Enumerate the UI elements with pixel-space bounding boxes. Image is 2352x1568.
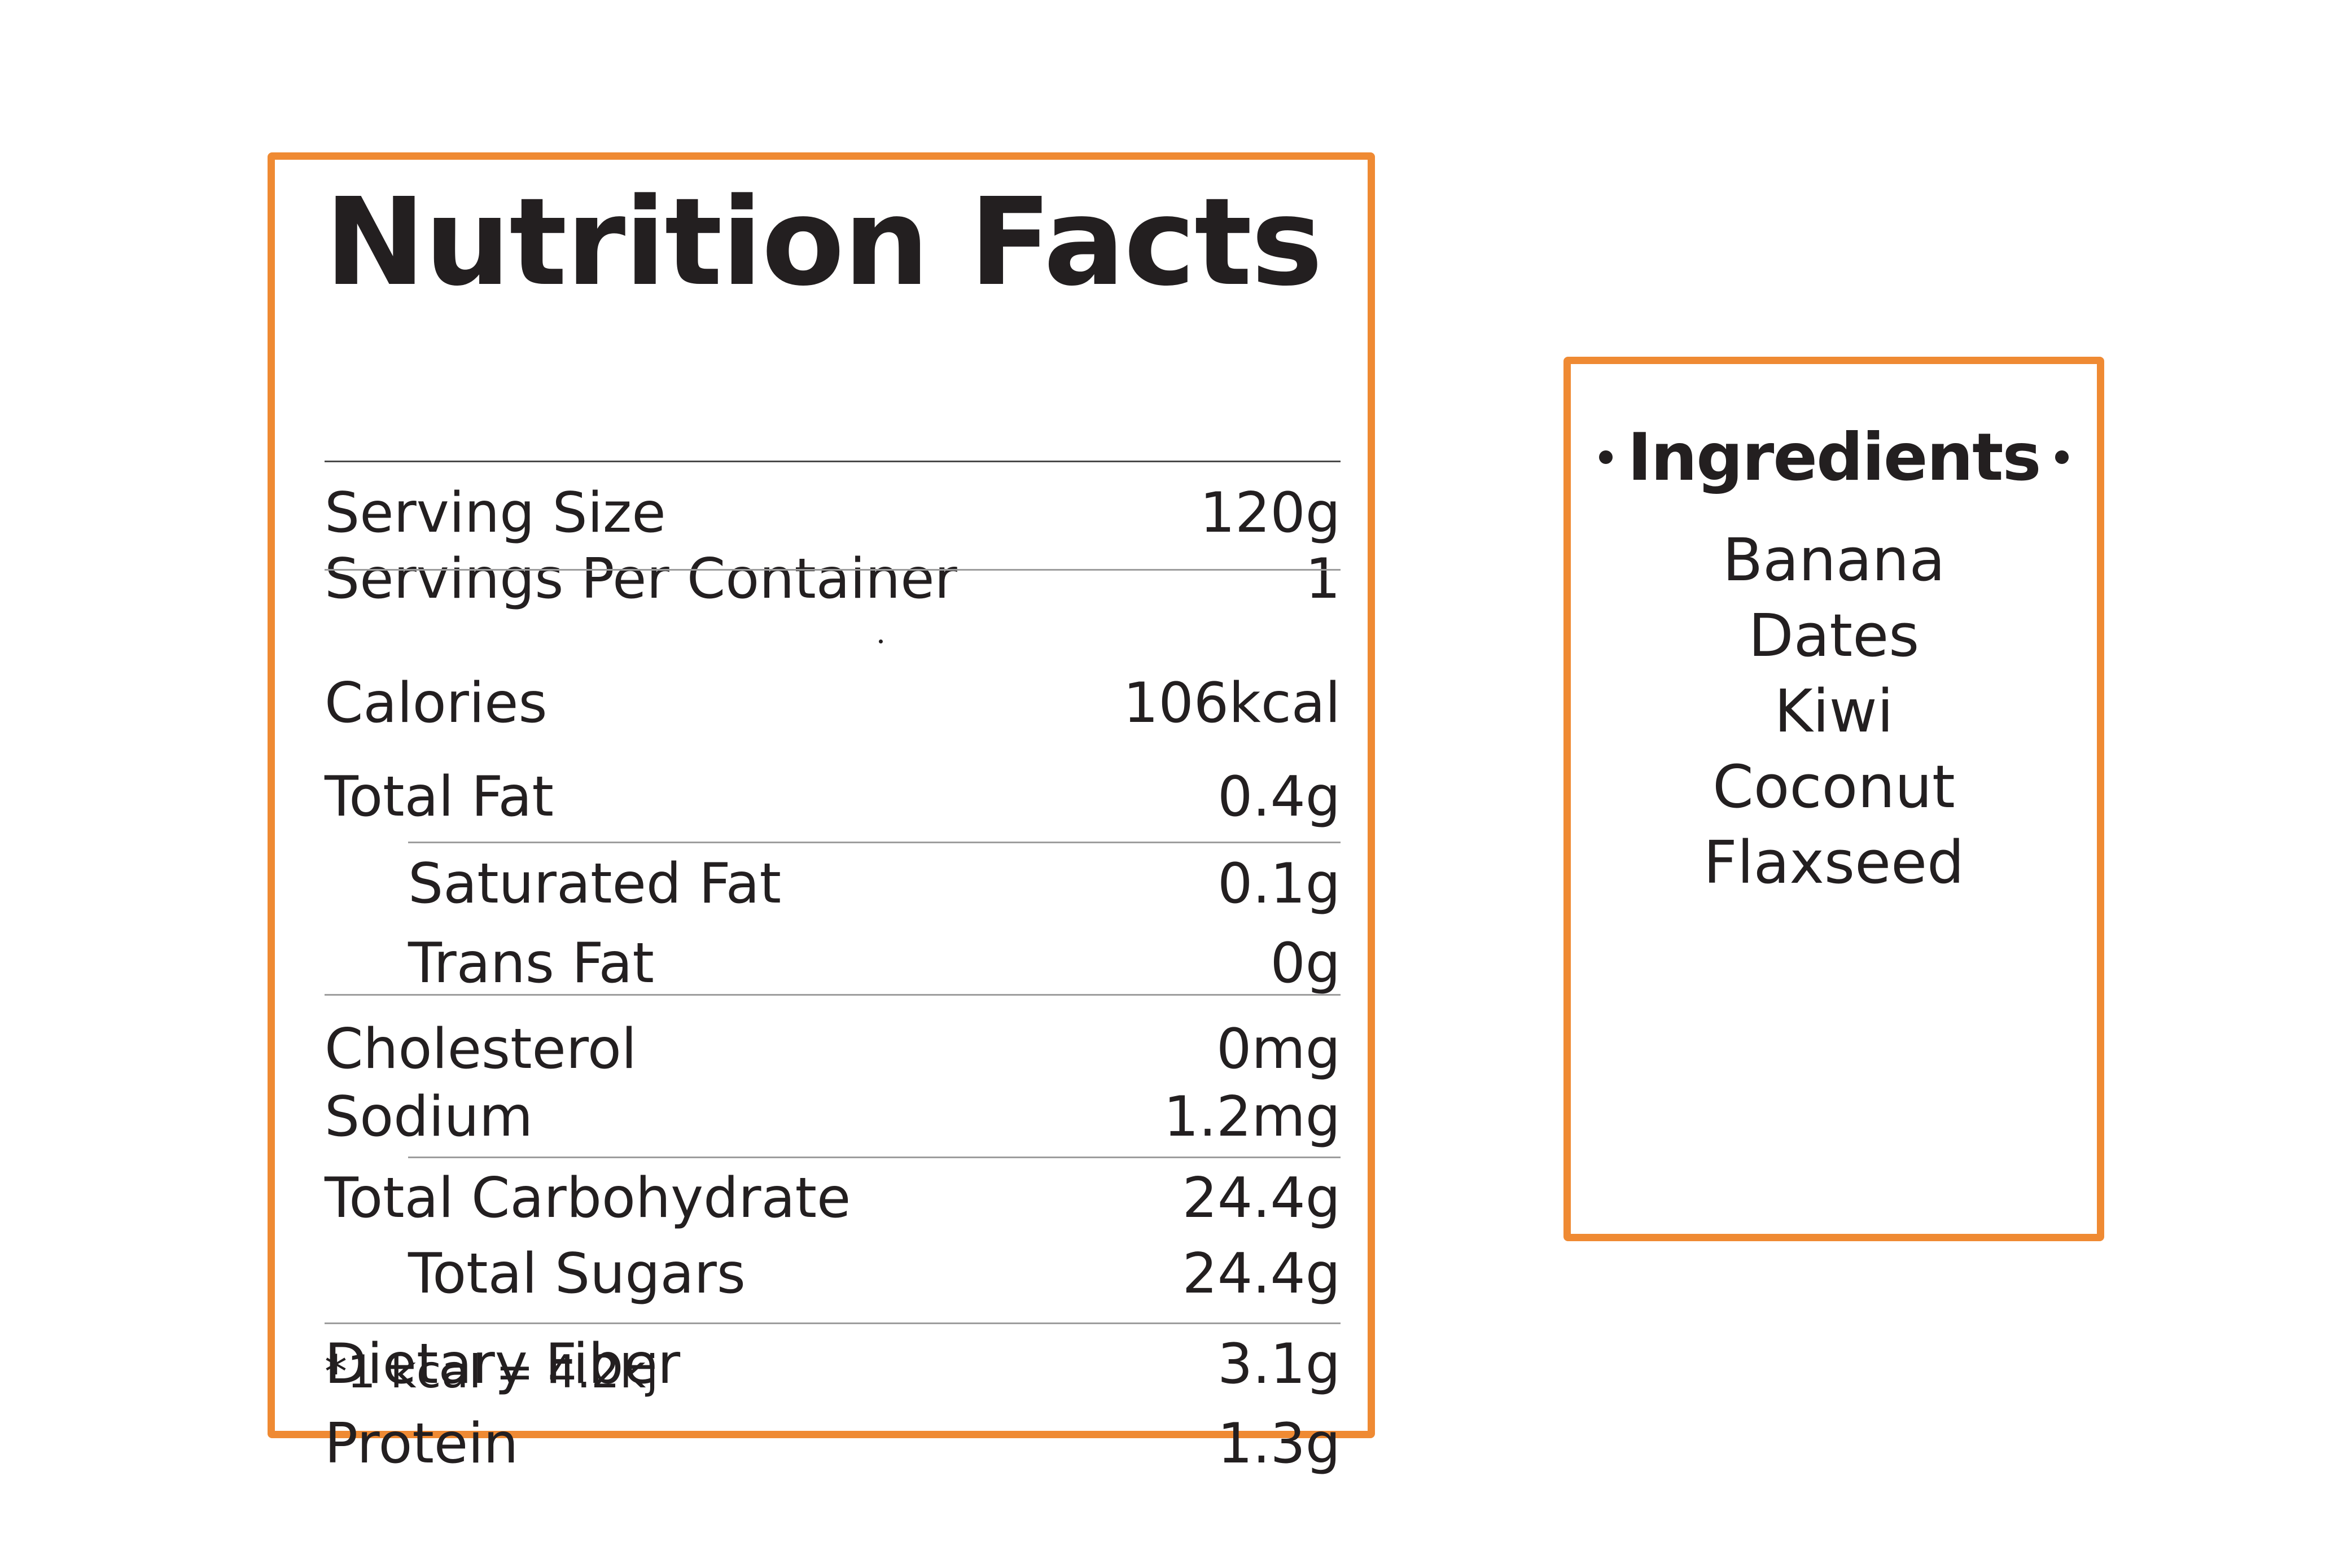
total-fat-row: Total Fat 0.4g <box>325 757 1341 825</box>
protein-row: Protein 1.3g <box>325 1404 1341 1471</box>
nutrition-facts-title: Nutrition Facts <box>325 172 1323 313</box>
cholesterol-label: Cholesterol <box>325 1017 637 1081</box>
serving-size-value: 120g <box>1199 481 1341 545</box>
protein-label: Protein <box>325 1412 519 1476</box>
ingredient-item: Banana <box>1722 525 1946 594</box>
ingredients-list: Banana Dates Kiwi Coconut Flaxseed <box>1571 522 2097 900</box>
ingredient-item: Dates <box>1748 601 1920 670</box>
divider-rule <box>325 461 1341 462</box>
ingredients-heading: Ingredients <box>1571 425 2097 490</box>
servings-per-container-label: Servings Per Container <box>325 547 957 611</box>
divider-rule <box>325 1322 1341 1324</box>
bullet-dot-icon <box>1599 450 1613 465</box>
stray-dot <box>879 640 883 643</box>
total-sugars-value: 24.4g <box>1182 1242 1341 1306</box>
dietary-fiber-label: Dietary Fiber <box>325 1332 681 1396</box>
saturated-fat-row: Saturated Fat 0.1g <box>325 844 1341 912</box>
calories-label: Calories <box>325 671 548 735</box>
sodium-label: Sodium <box>325 1085 533 1149</box>
ingredient-item: Kiwi <box>1774 677 1894 746</box>
total-sugars-label: Total Sugars <box>408 1242 746 1306</box>
dietary-fiber-row: Dietary Fiber 3.1g <box>325 1324 1341 1392</box>
calories-row: Calories 106kcal <box>325 663 1341 731</box>
saturated-fat-label: Saturated Fat <box>408 852 782 916</box>
servings-per-container-row: Servings Per Container 1 <box>325 539 1341 607</box>
ingredient-item: Flaxseed <box>1703 828 1965 897</box>
divider-rule <box>408 1157 1341 1158</box>
serving-size-row: Serving Size 120g <box>325 473 1341 541</box>
nutrition-facts-panel: Nutrition Facts Serving Size 120g Servin… <box>268 152 1375 1471</box>
sodium-row: Sodium 1.2mg <box>325 1077 1341 1145</box>
cholesterol-value: 0mg <box>1216 1017 1341 1081</box>
total-carbohydrate-label: Total Carbohydrate <box>325 1166 851 1230</box>
saturated-fat-value: 0.1g <box>1217 852 1341 916</box>
sodium-value: 1.2mg <box>1163 1085 1341 1149</box>
kcal-footnote: *1 kcal = 4.2kj <box>325 1346 659 1398</box>
serving-size-label: Serving Size <box>325 481 666 545</box>
protein-value: 1.3g <box>1217 1412 1341 1476</box>
cholesterol-row: Cholesterol 0mg <box>325 1009 1341 1077</box>
bullet-dot-icon <box>2055 450 2069 465</box>
total-fat-value: 0.4g <box>1217 765 1341 829</box>
servings-per-container-value: 1 <box>1305 547 1341 611</box>
trans-fat-value: 0g <box>1270 931 1341 996</box>
divider-rule <box>325 994 1341 996</box>
ingredients-title: Ingredients <box>1627 419 2041 496</box>
ingredient-item: Coconut <box>1712 752 1955 821</box>
dietary-fiber-value: 3.1g <box>1217 1332 1341 1396</box>
trans-fat-row: Trans Fat 0g <box>325 923 1341 991</box>
trans-fat-label: Trans Fat <box>408 931 654 996</box>
calories-value: 106kcal <box>1123 671 1341 735</box>
ingredients-panel: Ingredients Banana Dates Kiwi Coconut Fl… <box>1563 357 2104 1241</box>
divider-rule <box>408 842 1341 843</box>
total-carbohydrate-value: 24.4g <box>1182 1166 1341 1230</box>
divider-rule <box>325 569 1341 571</box>
total-fat-label: Total Fat <box>325 765 554 829</box>
total-sugars-row: Total Sugars 24.4g <box>325 1234 1341 1302</box>
total-carbohydrate-row: Total Carbohydrate 24.4g <box>325 1158 1341 1226</box>
